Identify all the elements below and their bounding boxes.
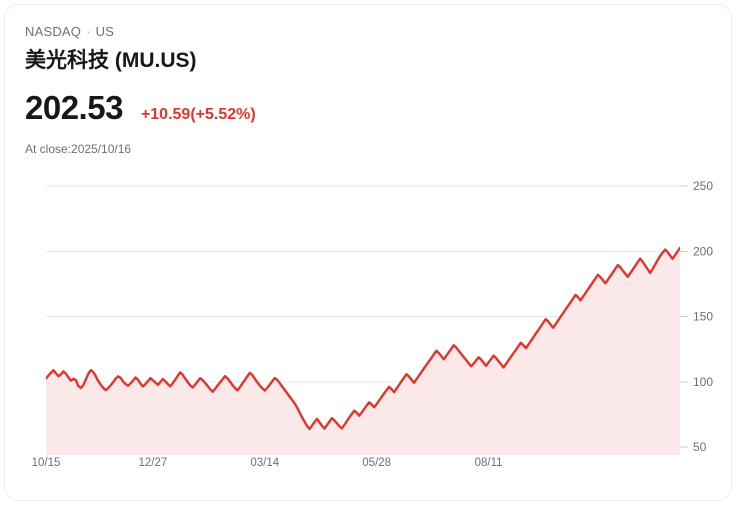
y-tick-label: 200 xyxy=(693,244,713,258)
x-tick-label: 03/14 xyxy=(250,457,279,469)
price-line-path xyxy=(46,246,680,431)
x-tick-label: 08/11 xyxy=(475,457,503,469)
y-tick-label: 250 xyxy=(693,179,713,193)
price-chart[interactable]: 250 200 150 100 50 10/15 12/27 03/14 05/28 08/11 xyxy=(5,165,731,485)
y-tick-label: 150 xyxy=(693,310,713,324)
exchange-separator: · xyxy=(86,24,91,39)
x-tick-label: 12/27 xyxy=(139,457,168,469)
y-axis: 250 200 150 100 50 xyxy=(680,179,713,454)
exchange-line: NASDAQ · US xyxy=(25,23,711,41)
exchange-region: US xyxy=(95,24,115,39)
page-title: 美光科技 (MU.US) xyxy=(25,49,197,72)
chart-area-fill xyxy=(46,247,680,455)
market-status-note: At close:2025/10/16 xyxy=(25,142,132,156)
x-tick-label: 10/15 xyxy=(32,457,61,469)
y-tick-label: 100 xyxy=(693,375,713,389)
x-axis: 10/15 12/27 03/14 05/28 08/11 xyxy=(32,457,503,469)
price-row: 202.53 +10.59(+5.52%) xyxy=(25,89,711,127)
y-tick-label: 50 xyxy=(693,440,707,454)
exchange-name: NASDAQ xyxy=(25,24,82,39)
quote-header: NASDAQ · US 美光科技 (MU.US) 202.53 +10.59(+5.… xyxy=(25,23,711,157)
stock-quote-card: NASDAQ · US 美光科技 (MU.US) 202.53 +10.59(+5.… xyxy=(4,4,732,501)
price-chart-svg: 250 200 150 100 50 10/15 12/27 03/14 05/28 08/11 xyxy=(32,179,714,469)
area-fill-path xyxy=(46,247,680,455)
last-price: 202.53 xyxy=(25,89,123,126)
price-change: +10.59(+5.52%) xyxy=(140,106,256,123)
x-tick-label: 05/28 xyxy=(362,457,391,469)
chart-line xyxy=(46,246,680,431)
